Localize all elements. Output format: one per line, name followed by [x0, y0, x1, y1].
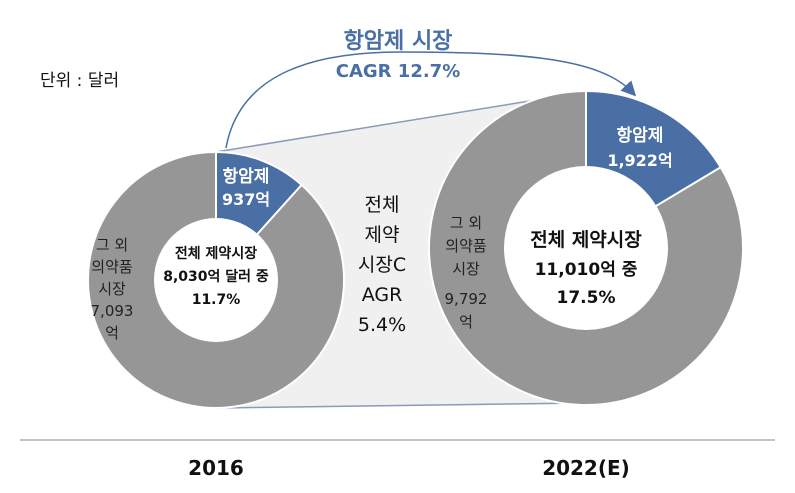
donut-2022-labels: 항암제 1,922억 그 외 의약품 시장 9,792 억 전체 제약시장 11…: [445, 125, 673, 331]
year-label-2022: 2022(E): [542, 456, 630, 480]
anticancer-2022-value: 1,922억: [607, 151, 672, 170]
center-2016-line: 11.7%: [192, 292, 241, 308]
other-2022-line: 9,792: [445, 290, 488, 308]
donut-hole: [504, 166, 668, 330]
other-2022-line: 그 외: [450, 214, 482, 232]
chart-title: 항암제 시장: [344, 29, 453, 54]
other-2016-line: 시장: [98, 280, 126, 298]
year-label-2016: 2016: [188, 456, 244, 480]
donut-hole: [154, 218, 278, 342]
other-2016-line: 의약품: [91, 258, 132, 276]
unit-note: 단위 : 달러: [40, 71, 119, 91]
other-2016-line: 7,093: [91, 302, 134, 320]
middle-label-line: 시장C: [358, 254, 406, 276]
other-2022-line: 시장: [452, 260, 480, 278]
donut-2016-labels: 항암제 937억 그 외 의약품 시장 7,093 억 전체 제약시장 8,03…: [91, 166, 271, 342]
center-2022-line: 전체 제약시장: [530, 229, 642, 251]
middle-label-line: 전체: [365, 194, 400, 216]
middle-label-line: 제약: [365, 224, 400, 246]
center-2022-line: 17.5%: [557, 288, 616, 308]
middle-cagr-label: 전체 제약 시장C AGR 5.4%: [358, 194, 406, 336]
center-2022-line: 11,010억 중: [535, 260, 638, 280]
other-2016-line: 억: [105, 324, 119, 342]
anticancer-2016-value: 937억: [222, 190, 270, 209]
cagr-arrow: [225, 51, 637, 149]
other-2016-line: 그 외: [96, 236, 128, 254]
middle-label-line: 5.4%: [358, 314, 406, 336]
anticancer-2022-label: 항암제: [617, 125, 664, 146]
center-2016-line: 전체 제약시장: [175, 245, 257, 262]
cagr-label: CAGR 12.7%: [336, 61, 461, 82]
funnel-top-edge: [215, 91, 586, 153]
funnel-bottom-edge: [215, 402, 586, 409]
donut-2022: [428, 89, 744, 406]
other-2022-line: 억: [459, 313, 473, 331]
other-2022-line: 의약품: [445, 237, 486, 255]
anticancer-2016-label: 항암제: [223, 166, 270, 187]
center-2016-line: 8,030억 달러 중: [163, 269, 269, 285]
donut-2016: [87, 150, 345, 409]
middle-label-line: AGR: [362, 284, 403, 306]
